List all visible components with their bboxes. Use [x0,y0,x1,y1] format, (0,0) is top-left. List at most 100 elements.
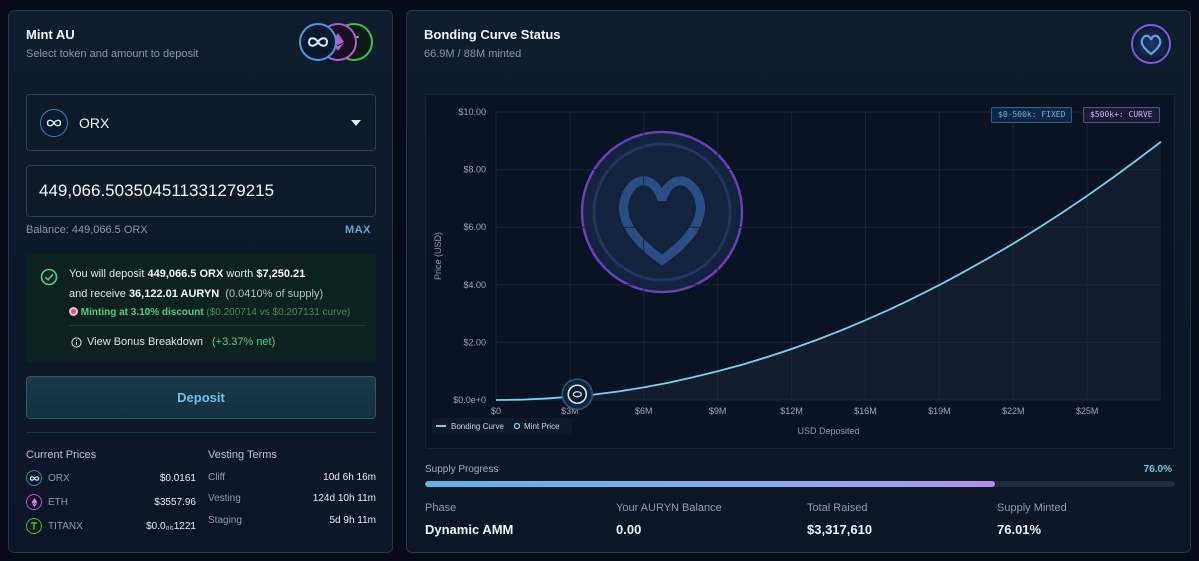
mint-price-marker [567,384,588,405]
price-row: ORX $0.0161 [26,470,196,488]
info-icon [71,336,82,348]
x-tick-label: $16M [854,406,877,416]
bonding-curve-chart: $0.0e+0 $2.00 $4.00 $6.00 $8.00 $10.00 $0 $3M $6… [425,94,1175,449]
stat-label: Phase [425,502,457,514]
titanx-icon [26,518,42,534]
vesting-row: Vesting 124d 10h 11m [208,493,376,509]
auryn-logo-icon [1131,24,1171,64]
legend-box [432,418,572,435]
deposit-line: You will deposit 449,066.5 ORX worth $7,… [69,268,305,280]
stat-total-raised: Total Raised $3,317,610 [807,502,872,537]
supply-progress-fill [425,481,995,487]
mint-panel: Mint AU Select token and amount to depos… [8,10,393,553]
x-tick-label: $3M [561,406,579,416]
stat-phase: Phase Dynamic AMM [425,502,513,537]
balance-text: Balance: 449,066.5 ORX [26,224,148,236]
orx-icon [299,23,337,61]
deposit-summary: You will deposit 449,066.5 ORX worth $7,… [26,254,376,362]
token-select[interactable]: ORX [26,94,376,151]
legend-curve-label: Bonding Curve [451,422,504,431]
price-row: ETH $3557.96 [26,494,196,512]
supply-share: (0.0410% of supply) [225,288,324,300]
mint-subtitle: Select token and amount to deposit [26,48,199,60]
receive-prefix: and receive [69,288,126,300]
y-tick-label: $4.00 [463,280,486,290]
worth-value: $7,250.21 [256,268,306,280]
chart-svg: $0.0e+0 $2.00 $4.00 $6.00 $8.00 $10.00 $0 $3M $6… [432,107,1162,436]
receive-amount: 36,122.01 AURYN [128,288,220,300]
chevron-down-icon [351,120,361,126]
check-circle-icon [40,268,58,286]
price-value: $0.0161 [159,473,196,484]
section-divider [26,432,376,433]
discount-detail: ($0.200714 vs $0.207131 curve) [206,307,351,318]
stat-supply-minted: Supply Minted 76.01% [997,502,1067,537]
auryn-watermark-icon [580,130,744,294]
curve-range-badge: $500k+: CURVE [1083,107,1160,123]
y-tick-label: $10.00 [458,107,486,117]
vesting-row: Staging 5d 9h 11m [208,515,376,531]
bonding-curve-panel: Bonding Curve Status 66.9M / 88M minted … [406,10,1191,553]
eth-icon [26,494,42,510]
fixed-range-badge: $0-500k: FIXED [991,107,1073,123]
stat-label: Supply Minted [997,502,1067,514]
vesting-name: Cliff [208,472,226,483]
stat-value: Dynamic AMM [425,522,514,537]
y-tick-label: $2.00 [463,337,486,347]
bonus-breakdown-toggle[interactable]: View Bonus Breakdown (+3.37% net) [71,336,275,348]
price-row: TITANX $0.0₀₆1221 [26,518,196,536]
stat-value: $3,317,610 [807,522,873,537]
orx-icon [572,391,582,398]
x-tick-label: $22M [1002,406,1025,416]
discount-text: Minting at 3.10% discount [80,307,204,318]
token-icon-stack [299,23,379,63]
deposit-button[interactable]: Deposit [26,376,376,419]
curve-subtitle: 66.9M / 88M minted [424,48,522,60]
deposit-prefix: You will deposit [69,268,145,280]
target-icon [69,307,78,316]
x-tick-label: $0 [491,406,501,416]
supply-progress-bar [425,481,1175,487]
max-button[interactable]: MAX [345,224,371,236]
curve-title: Bonding Curve Status [424,27,561,42]
prices-header: Current Prices [26,449,97,461]
legend-mint-label: Mint Price [524,422,560,431]
amount-input[interactable] [26,165,376,217]
supply-progress-label: Supply Progress [425,464,499,475]
orx-icon [40,109,68,137]
supply-progress-percent: 76.0% [1143,464,1172,475]
stat-balance: Your AURYN Balance 0.00 [616,502,722,537]
deposit-amount: 449,066.5 ORX [147,268,224,280]
bonding-curve-line [495,140,1162,401]
vesting-value: 124d 10h 11m [312,493,376,504]
stat-value: 76.01% [997,522,1042,537]
orx-icon [26,470,42,486]
x-tick-label: $9M [709,406,727,416]
x-tick-label: $19M [928,406,951,416]
vesting-name: Vesting [208,493,241,504]
stat-label: Total Raised [807,502,868,514]
worth-word: worth [226,268,254,280]
price-name: ETH [48,497,68,508]
price-name: TITANX [48,521,83,532]
price-name: ORX [48,473,70,484]
x-tick-label: $12M [780,406,803,416]
x-axis-label: USD Deposited [797,426,859,436]
discount-line: Minting at 3.10% discount ($0.200714 vs … [69,307,350,318]
vesting-name: Staging [208,515,242,526]
vesting-value: 5d 9h 11m [329,515,376,526]
x-tick-label: $6M [635,406,653,416]
y-tick-label: $0.0e+0 [453,395,486,405]
bonus-net: (+3.37% net) [211,336,276,348]
price-value: $3557.96 [154,497,196,508]
stat-value: 0.00 [616,522,642,537]
y-tick-label: $6.00 [463,222,486,232]
vesting-row: Cliff 10d 6h 16m [208,472,376,488]
bonus-label: View Bonus Breakdown [87,336,203,348]
mint-title: Mint AU [26,27,75,42]
legend-mint-swatch [513,422,521,430]
selected-token-label: ORX [79,115,110,131]
price-value: $0.0₀₆1221 [146,521,196,532]
vesting-value: 10d 6h 16m [323,472,376,483]
summary-divider [69,325,366,326]
